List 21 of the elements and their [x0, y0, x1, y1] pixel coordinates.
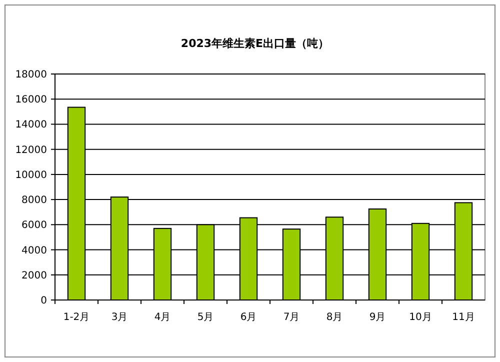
y-tick-label: 10000	[15, 170, 47, 181]
x-tick-label: 9月	[369, 312, 386, 323]
y-tick-label: 4000	[22, 245, 47, 256]
y-tick-label: 16000	[15, 94, 47, 106]
x-tick-label: 3月	[111, 312, 128, 323]
chart-title: 2023年维生素E出口量（吨）	[180, 37, 330, 50]
y-tick-label: 14000	[15, 120, 47, 131]
y-tick-label: 6000	[22, 220, 47, 232]
y-tick-label: 12000	[15, 144, 47, 156]
x-tick-label: 10月	[409, 312, 432, 323]
y-tick-label: 8000	[22, 195, 47, 206]
y-tick-label: 18000	[15, 70, 47, 80]
x-tick-label: 11月	[452, 312, 475, 323]
x-tick-label: 5月	[197, 312, 214, 323]
x-tick-label: 4月	[154, 312, 171, 323]
x-tick-label: 6月	[240, 312, 257, 323]
y-tick-label: 0	[40, 296, 47, 306]
y-tick-label: 2000	[22, 270, 47, 282]
x-tick-label: 8月	[326, 312, 343, 323]
x-tick-label: 7月	[283, 312, 300, 323]
x-tick-label: 1-2月	[63, 312, 90, 323]
